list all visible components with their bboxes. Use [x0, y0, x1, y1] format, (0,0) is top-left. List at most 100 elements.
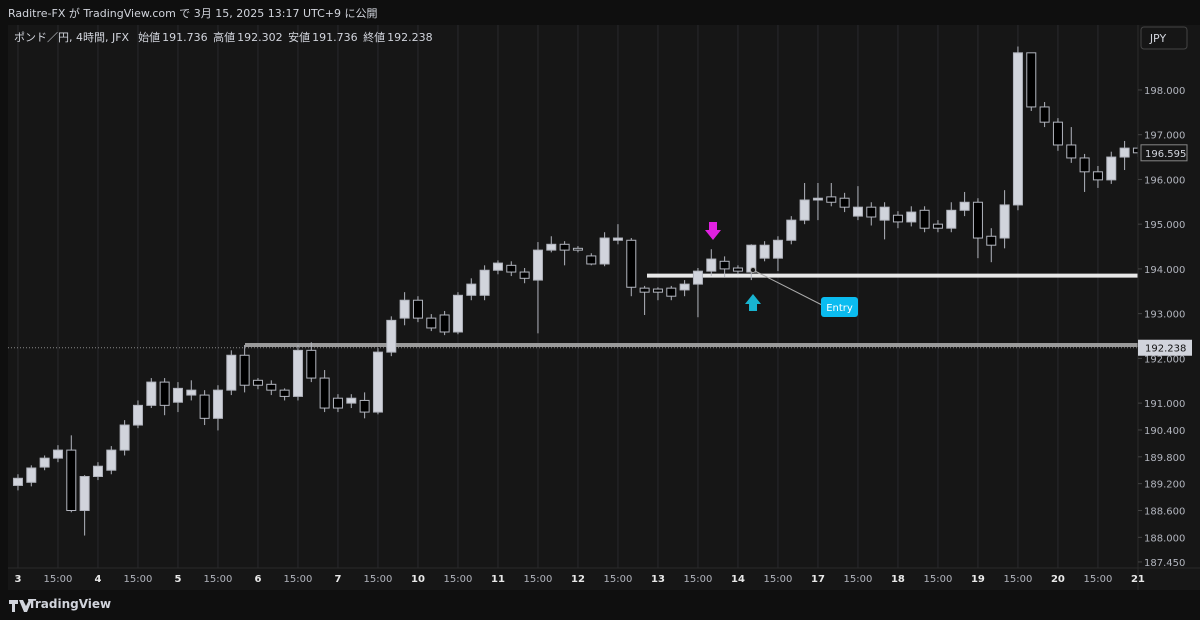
- callout-anchor: [750, 267, 756, 273]
- candle-body: [1092, 171, 1103, 181]
- candle-body: [559, 243, 570, 251]
- candle-body: [106, 449, 117, 471]
- candle-body: [119, 424, 130, 451]
- x-tick-label: 15:00: [124, 574, 153, 585]
- x-tick-label: 15:00: [684, 574, 713, 585]
- up-arrow: [745, 294, 761, 311]
- candle-body: [92, 465, 103, 477]
- current-price-box: [1140, 144, 1188, 162]
- x-tick-label: 17: [811, 574, 825, 585]
- candle-body: [412, 299, 423, 319]
- y-tick-label: 190.400: [1144, 426, 1185, 437]
- candle-body: [239, 354, 250, 386]
- candle-body: [439, 314, 450, 333]
- candle-body: [399, 299, 410, 319]
- currency-box[interactable]: [1140, 26, 1188, 50]
- currency: JPY: [1149, 32, 1167, 45]
- x-tick-label: 12: [571, 574, 585, 585]
- candle-body: [532, 249, 543, 281]
- candle-body: [839, 197, 850, 208]
- candle-body: [319, 377, 330, 409]
- x-tick-label: 15:00: [1004, 574, 1033, 585]
- candle-body: [799, 199, 810, 221]
- footer-bar: [0, 590, 1200, 620]
- x-tick-label: 15:00: [604, 574, 633, 585]
- y-tick-label: 188.000: [1144, 533, 1185, 544]
- low-value: 191.736: [312, 31, 358, 44]
- candle-body: [692, 270, 703, 285]
- candle-body: [986, 235, 997, 246]
- candle-body: [1119, 147, 1130, 158]
- candle-body: [826, 196, 837, 203]
- symbol: ポンド／円, 4時間, JFX: [14, 31, 130, 44]
- candle-body: [332, 397, 343, 409]
- candle-body: [892, 214, 903, 223]
- candle-body: [626, 239, 637, 288]
- candle-body: [1039, 106, 1050, 123]
- x-tick-label: 15:00: [1084, 574, 1113, 585]
- x-tick-label: 15:00: [764, 574, 793, 585]
- candle-body: [26, 467, 37, 483]
- candle-body: [612, 237, 623, 241]
- candle-body: [1026, 52, 1037, 108]
- x-tick-label: 15:00: [844, 574, 873, 585]
- x-tick-label: 13: [651, 574, 665, 585]
- footer-brand: TradingView: [28, 597, 112, 611]
- candle-body: [1079, 157, 1090, 173]
- candle-body: [1106, 156, 1117, 181]
- down-arrow: [705, 222, 721, 240]
- candle-body: [1012, 52, 1023, 206]
- candle-body: [586, 255, 597, 265]
- candle-body: [932, 223, 943, 229]
- candle-body: [972, 201, 983, 239]
- x-tick-label: 11: [491, 574, 505, 585]
- candle-body: [132, 404, 143, 426]
- x-tick-label: 18: [891, 574, 905, 585]
- candle-body: [226, 354, 237, 391]
- candle-body: [306, 349, 317, 379]
- close-label: 終値: [363, 31, 386, 44]
- low-label: 安値: [288, 31, 311, 44]
- x-tick-label: 15:00: [924, 574, 953, 585]
- y-tick-label: 195.000: [1144, 220, 1185, 231]
- x-tick-label: 6: [254, 574, 261, 585]
- candle-body: [52, 449, 63, 459]
- candle-body: [639, 287, 650, 293]
- x-tick-label: 3: [14, 574, 21, 585]
- x-tick-label: 14: [731, 574, 745, 585]
- marker-price-box: [1138, 339, 1192, 356]
- y-tick-label: 187.450: [1144, 558, 1185, 569]
- candle-body: [199, 394, 210, 419]
- candle-body: [852, 206, 863, 217]
- candle-body: [39, 457, 50, 468]
- y-tick-label: 197.000: [1144, 131, 1185, 142]
- y-tick-label: 194.000: [1144, 265, 1185, 276]
- candle-body: [506, 264, 517, 273]
- candle-body: [79, 475, 90, 511]
- candle-body: [146, 381, 157, 406]
- publish-header: Raditre-FX が TradingView.com で 3月 15, 20…: [8, 7, 378, 20]
- open-value: 191.736: [162, 31, 208, 44]
- candle-body: [172, 387, 183, 403]
- x-tick-label: 15:00: [204, 574, 233, 585]
- y-tick-label: 196.000: [1144, 175, 1185, 186]
- candle-body: [786, 219, 797, 241]
- callout-box: [821, 297, 858, 317]
- candle-body: [212, 389, 223, 419]
- candle-body: [866, 206, 877, 218]
- candle-body: [959, 201, 970, 211]
- candle-body: [186, 389, 197, 396]
- x-tick-label: 15:00: [44, 574, 73, 585]
- x-tick-label: 21: [1131, 574, 1145, 585]
- x-tick-label: 5: [174, 574, 181, 585]
- candle-body: [372, 351, 383, 413]
- candle-body: [946, 209, 957, 229]
- candle-body: [452, 294, 463, 333]
- candle-body: [1052, 121, 1063, 146]
- x-tick-label: 15:00: [444, 574, 473, 585]
- y-tick-label: 198.000: [1144, 86, 1185, 97]
- current-price: 196.595: [1145, 149, 1186, 160]
- x-tick-label: 19: [971, 574, 985, 585]
